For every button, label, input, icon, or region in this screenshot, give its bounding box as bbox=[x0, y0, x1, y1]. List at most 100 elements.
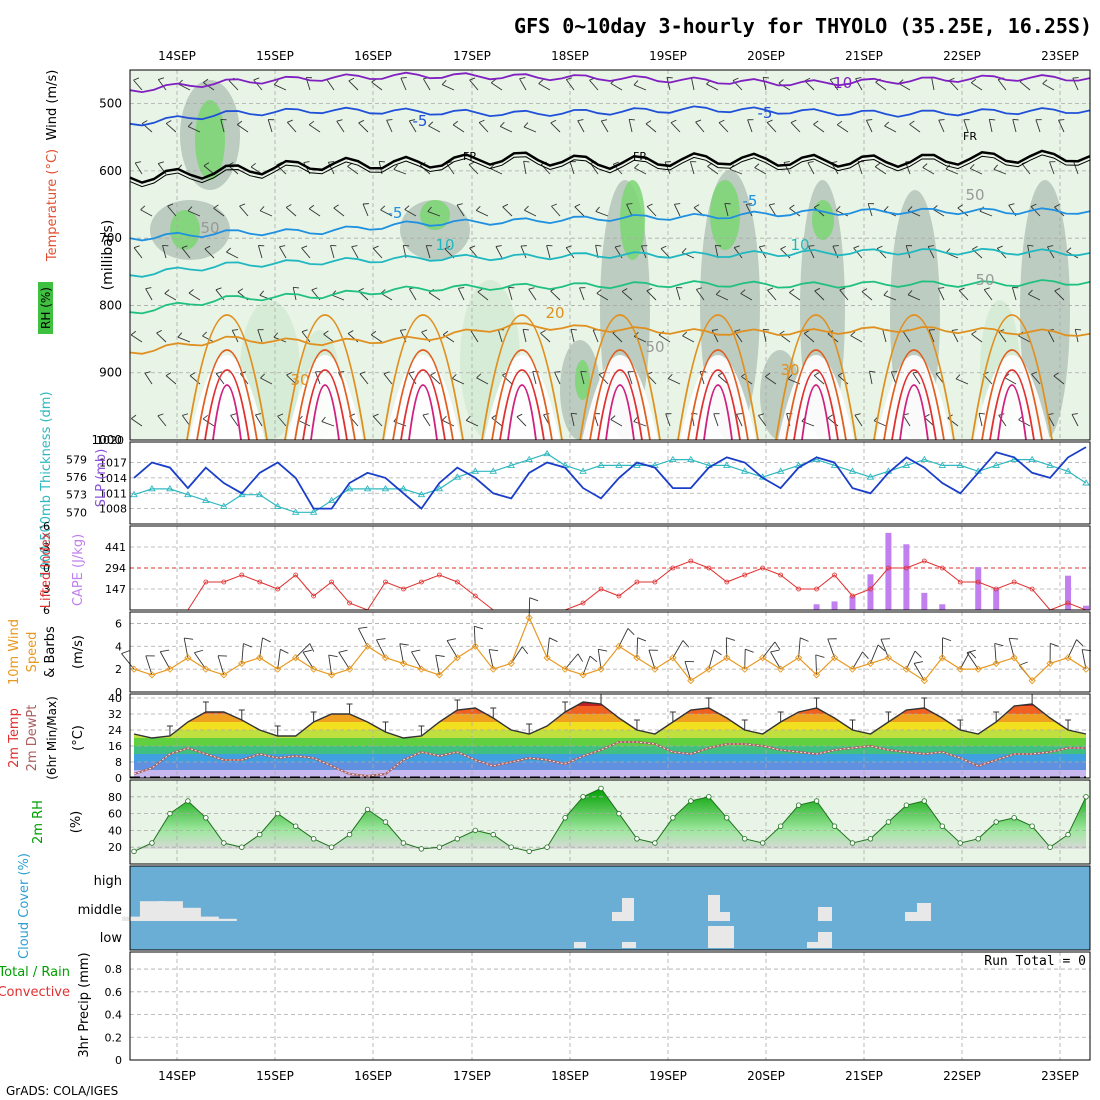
wind-barb-flag bbox=[945, 164, 951, 170]
rh-patch bbox=[170, 210, 200, 250]
wind-barb bbox=[958, 290, 969, 301]
wind-speed-marker bbox=[938, 654, 946, 662]
wind-barb-flag bbox=[202, 331, 208, 337]
wind-barb-flag bbox=[571, 412, 578, 415]
wind-barb-flag bbox=[255, 413, 262, 416]
cape-bar bbox=[849, 595, 856, 610]
rh-marker bbox=[274, 810, 281, 817]
thickness-marker bbox=[345, 484, 354, 492]
wind-barb-flag bbox=[226, 247, 231, 253]
rh-marker bbox=[831, 823, 838, 829]
wind-barb-flag bbox=[273, 332, 279, 338]
wind-barb-flag bbox=[524, 205, 529, 211]
cloud-middle-block bbox=[211, 918, 237, 921]
wind-barb bbox=[589, 79, 599, 91]
wind-barb-flag bbox=[328, 654, 338, 658]
wind-barb-flag bbox=[633, 416, 638, 422]
wind-barb bbox=[747, 119, 753, 133]
wind-barb bbox=[695, 121, 705, 133]
rh2m-axis-label: 2m RH bbox=[31, 800, 46, 844]
wind-barb-flag bbox=[712, 329, 719, 331]
wind-barb-flag bbox=[259, 206, 265, 212]
wind-barb bbox=[868, 371, 873, 385]
wind-barb-flag bbox=[957, 204, 963, 209]
thickness-marker bbox=[399, 484, 408, 492]
wind-barb-flag bbox=[478, 119, 485, 123]
wind-barb-flag bbox=[646, 287, 653, 292]
wind-barb-flag bbox=[835, 206, 841, 211]
surface-wind-barb bbox=[376, 639, 386, 658]
lifted-index-marker bbox=[886, 565, 891, 571]
wind-barb-flag bbox=[770, 649, 780, 653]
cape-bar bbox=[921, 592, 928, 610]
wind-speed-marker bbox=[148, 671, 156, 679]
wind-barb bbox=[854, 414, 863, 427]
wind-axis-label-2: Speed bbox=[25, 632, 40, 673]
thickness-marker bbox=[363, 484, 372, 492]
wind-barb-flag bbox=[373, 413, 379, 417]
isotherm-10 bbox=[129, 247, 1091, 278]
wind-barb bbox=[157, 415, 167, 427]
lifted-index-marker bbox=[1011, 579, 1017, 585]
wind-barb bbox=[706, 83, 719, 91]
rh-marker bbox=[867, 836, 874, 842]
thickness-marker bbox=[381, 484, 390, 492]
thickness-marker bbox=[184, 490, 192, 498]
wind-barb-flag bbox=[286, 371, 292, 376]
pressure-tick-700: 700 bbox=[99, 231, 122, 245]
wind-barb bbox=[267, 119, 273, 133]
wind-barb bbox=[478, 122, 489, 133]
thickness-marker bbox=[130, 490, 138, 498]
lifted-index-marker bbox=[742, 572, 748, 578]
lifted-index-marker bbox=[221, 579, 227, 585]
rh-marker bbox=[993, 819, 999, 825]
date-label-18sep: 18SEP bbox=[551, 49, 589, 63]
wind-barb bbox=[565, 79, 575, 91]
cape-tick: 441 bbox=[105, 541, 126, 554]
wind-barb-flag bbox=[800, 637, 809, 642]
surface-wind-barb bbox=[338, 652, 350, 670]
wind-barb bbox=[422, 414, 431, 427]
contour-label: 10 bbox=[790, 236, 809, 254]
rh-marker bbox=[149, 840, 155, 846]
surface-wind-barb bbox=[870, 644, 879, 664]
pressure-axis-label: (millibars) bbox=[100, 220, 116, 291]
rh-marker bbox=[526, 848, 532, 855]
wind-speed-marker bbox=[292, 654, 300, 662]
wind-barb bbox=[988, 119, 993, 133]
wind-barb bbox=[1004, 377, 1017, 385]
precip-tick: 0.4 bbox=[105, 1009, 123, 1022]
date-label-23sep: 23SEP bbox=[1041, 1069, 1079, 1083]
slp-line bbox=[133, 446, 1087, 510]
cape-bar bbox=[1065, 575, 1072, 610]
cape-bar bbox=[975, 567, 982, 610]
wind-barb bbox=[938, 119, 945, 133]
thickness-marker bbox=[489, 467, 498, 474]
wind-barb bbox=[372, 248, 383, 259]
wind-barb-flag bbox=[948, 77, 955, 81]
wind-barb-flag bbox=[667, 373, 673, 379]
wind-barb-flag bbox=[216, 371, 222, 374]
lifted-index-marker bbox=[850, 593, 855, 599]
wind-barb-flag bbox=[399, 643, 409, 646]
wind-barb-flag bbox=[421, 329, 428, 333]
wind-barb bbox=[144, 372, 153, 385]
lifted-index-marker bbox=[868, 586, 873, 592]
wind-barb-flag bbox=[969, 163, 975, 169]
wind-speed-marker bbox=[1064, 654, 1072, 662]
wind-barb bbox=[1047, 246, 1055, 259]
wind-barb-flag bbox=[994, 643, 1004, 647]
contour-label: 50 bbox=[645, 338, 664, 356]
wind-speed-marker bbox=[633, 654, 641, 662]
lifted-index-marker bbox=[293, 572, 299, 578]
rh-patch bbox=[710, 180, 740, 250]
date-label-17sep: 17SEP bbox=[453, 1069, 491, 1083]
thickness-marker bbox=[255, 490, 264, 498]
wind-barb-flag bbox=[240, 371, 247, 374]
lifted-index-marker bbox=[832, 572, 837, 578]
wind-barb-flag bbox=[807, 161, 814, 163]
wind-barb-flag bbox=[836, 120, 843, 126]
wind-barb-flag bbox=[452, 120, 459, 126]
rh-marker bbox=[1083, 794, 1089, 800]
surface-isotherm bbox=[989, 369, 1035, 441]
